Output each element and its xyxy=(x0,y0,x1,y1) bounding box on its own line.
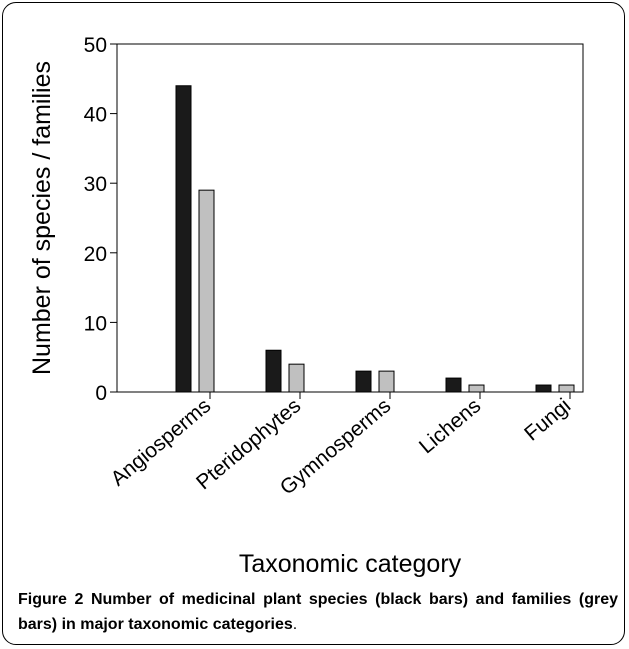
x-tick-label: Lichens xyxy=(415,394,485,458)
y-tick-label: 40 xyxy=(84,104,107,127)
x-tick-label: Fungi xyxy=(520,394,575,445)
y-tick-label: 50 xyxy=(84,34,107,57)
plot-area-frame xyxy=(116,43,584,393)
bar-families-gymnosperms xyxy=(378,370,395,393)
bar-species-angiosperms xyxy=(175,85,192,393)
y-tick-label: 10 xyxy=(84,312,107,335)
x-axis-label: Taxonomic category xyxy=(239,550,462,578)
bar-species-fungi xyxy=(535,384,552,393)
y-tick-label: 0 xyxy=(95,382,107,405)
caption-text: Number of medicinal plant species (black… xyxy=(18,591,619,633)
bar-families-pteridophytes xyxy=(288,363,305,393)
y-axis-label: Number of species / families xyxy=(28,61,56,375)
caption-label: Figure 2 xyxy=(18,591,84,608)
bar-species-gymnosperms xyxy=(355,370,372,393)
bar-families-angiosperms xyxy=(198,189,215,393)
bar-families-fungi xyxy=(558,384,575,393)
bar-species-pteridophytes xyxy=(265,349,282,393)
figure-caption: Figure 2 Number of medicinal plant speci… xyxy=(18,587,618,637)
y-tick-label: 20 xyxy=(84,243,107,266)
bar-families-lichens xyxy=(468,384,485,393)
bar-species-lichens xyxy=(445,377,462,393)
caption-period: . xyxy=(292,616,298,633)
y-tick-label: 30 xyxy=(84,173,107,196)
